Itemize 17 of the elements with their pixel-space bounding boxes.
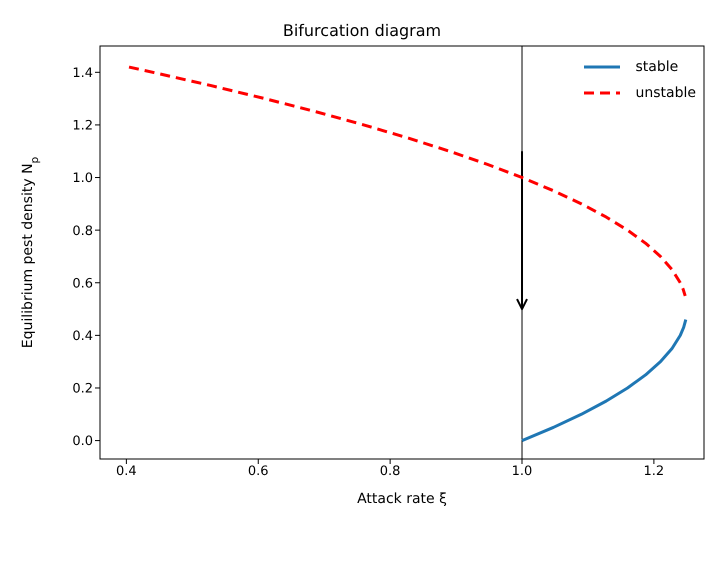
y-tick-label: 1.4 (72, 66, 93, 81)
y-tick-label: 0.6 (72, 276, 93, 292)
y-tick-label: 0.0 (72, 434, 93, 450)
y-tick-label: 0.2 (72, 382, 93, 397)
y-tick-label: 0.8 (72, 224, 93, 239)
legend-label: stable (636, 58, 678, 77)
x-tick-label: 1.0 (512, 464, 532, 480)
x-tick-label: 0.8 (380, 464, 400, 480)
x-tick-label: 1.2 (644, 464, 664, 480)
chart-title: Bifurcation diagram (282, 21, 442, 40)
x-tick-label: 0.4 (116, 464, 137, 480)
y-tick-label: 1.2 (72, 118, 93, 134)
legend-label: unstable (636, 84, 696, 103)
y-tick-label: 0.4 (72, 328, 93, 344)
y-tick-label: 1.0 (72, 171, 93, 186)
x-tick-label: 0.6 (248, 464, 269, 480)
x-axis-title: Attack rate ξ (357, 491, 447, 507)
